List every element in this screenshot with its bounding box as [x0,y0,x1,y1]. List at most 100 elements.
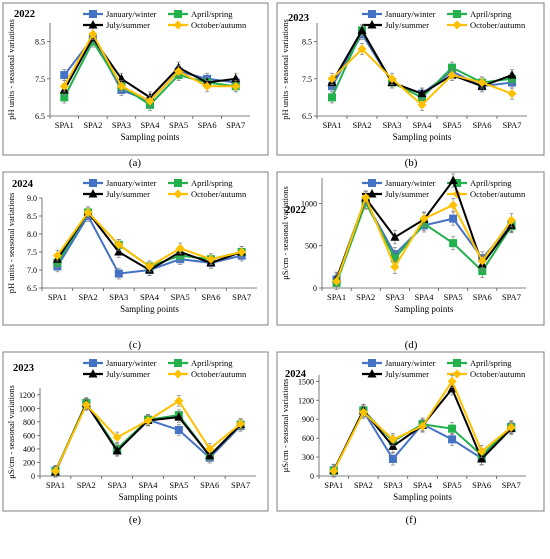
data-point [388,454,397,463]
legend-january-winter-marker [89,10,97,18]
data-point [387,74,397,84]
data-point [390,232,400,241]
data-point [448,63,456,72]
x-axis-title: Sampling points [393,132,452,142]
y-axis-title: pH units - seasonal variations [6,19,16,120]
data-point [418,421,427,431]
x-tick-label: SPA2 [79,292,98,302]
legend-october-autumn-marker [452,20,462,30]
x-tick-label: SPA4 [140,120,160,130]
data-point [477,256,487,266]
data-point [447,376,457,386]
legend-january-winter-marker [89,179,97,187]
data-point [477,446,487,456]
chart-panel-4: 0 500 1000 SPA1 SPA2 SPA3 SPA4 SPA5 SPA6 SPA7 Samp… [276,171,545,326]
panel-frame [2,171,269,326]
y-tick-label: 0 [31,472,35,481]
data-point [175,243,185,253]
x-tick-label: SPA5 [169,480,188,490]
x-tick-label: SPA7 [226,120,245,130]
x-tick-label: SPA2 [77,480,96,490]
data-point [417,100,427,110]
data-point [449,214,458,223]
x-tick-label: SPA7 [231,480,250,490]
legend-april-spring-marker [174,179,182,187]
legend-label: April/spring [470,178,512,188]
data-point [145,96,155,106]
y-tick-label: 7.0 [27,266,37,275]
x-tick-label: SPA5 [443,480,462,490]
legend-label: January/winter [106,178,157,188]
data-point [114,240,124,250]
panel-frame [276,171,545,326]
data-point [112,445,122,455]
x-axis-title: Sampling points [120,304,179,314]
y-tick-label: 1000 [19,404,35,413]
x-tick-label: SPA3 [108,480,127,490]
y-tick-label: 1000 [301,199,317,208]
legend-april-spring-marker [174,10,182,18]
data-point [390,254,399,263]
legend-october-autumn-marker [173,189,183,199]
legend-label: July/summer [106,20,150,30]
legend-label: July/summer [385,369,429,379]
chart-panel-1: 6.5 7.5 8.5 SPA1 SPA2 SPA3 SPA4 SPA5 SPA6 SPA7 Sam… [2,2,269,156]
data-point [507,89,517,99]
data-point [202,81,212,91]
x-tick-label: SPA1 [327,292,346,302]
y-tick-label: 1200 [19,391,35,400]
year-label: 2024 [285,369,307,380]
data-point [52,251,62,261]
year-label: 2023 [288,13,309,24]
legend-label: July/summer [385,189,429,199]
data-point [448,424,457,433]
data-point [205,444,215,454]
y-tick-label: 500 [305,242,317,251]
x-tick-label: SPA4 [140,292,160,302]
panel-caption: (d) [405,339,418,351]
legend-january-winter-marker [368,10,376,18]
data-point [332,276,342,286]
legend-label: January/winter [385,9,436,19]
legend-july-summer-marker [367,189,377,198]
data-point [506,422,516,432]
data-point [174,396,184,406]
legend-label: April/spring [191,358,233,368]
x-tick-label: SPA3 [383,480,402,490]
x-tick-label: SPA5 [171,292,190,302]
legend-july-summer-marker [367,369,377,378]
x-tick-label: SPA5 [444,292,463,302]
y-tick-label: 9.0 [27,194,37,203]
legend-label: January/winter [385,358,436,368]
x-tick-label: SPA7 [502,120,521,130]
chart-panel-6: 0 300 600 900 1200 1500 SPA1 SPA2 SPA3 SPA4 SPA5 SP… [276,351,545,512]
data-point [506,215,516,225]
x-axis-title: Sampling points [119,492,178,502]
y-tick-label: 6.5 [27,284,37,293]
legend-label: April/spring [191,9,233,19]
legend-label: July/summer [385,20,429,30]
data-point [112,432,122,442]
legend-label: April/spring [191,178,233,188]
y-tick-label: 900 [302,415,314,424]
x-tick-label: SPA7 [232,292,251,302]
legend-october-autumn-marker [173,369,183,379]
data-point [361,192,371,202]
legend-label: January/winter [385,178,436,188]
year-label: 2023 [13,363,34,374]
data-point [357,44,367,54]
y-axis-title: pH units - seasonal variations [6,193,16,294]
x-tick-label: SPA5 [442,120,461,130]
legend-label: April/spring [470,9,512,19]
panel-caption: (e) [129,514,142,526]
data-point [174,425,183,434]
data-point [507,70,517,79]
data-point [114,269,123,278]
legend-label: July/summer [106,189,150,199]
chart-panel-3: 6.5 7.0 7.5 8.0 8.5 9.0 SPA1 SPA2 SPA3 SPA4 SPA5 SP… [2,171,269,326]
data-point [477,453,487,463]
y-tick-label: 400 [23,445,35,454]
panel-caption: (b) [405,157,418,169]
x-tick-label: SPA1 [46,480,65,490]
y-tick-label: 1200 [298,396,314,405]
